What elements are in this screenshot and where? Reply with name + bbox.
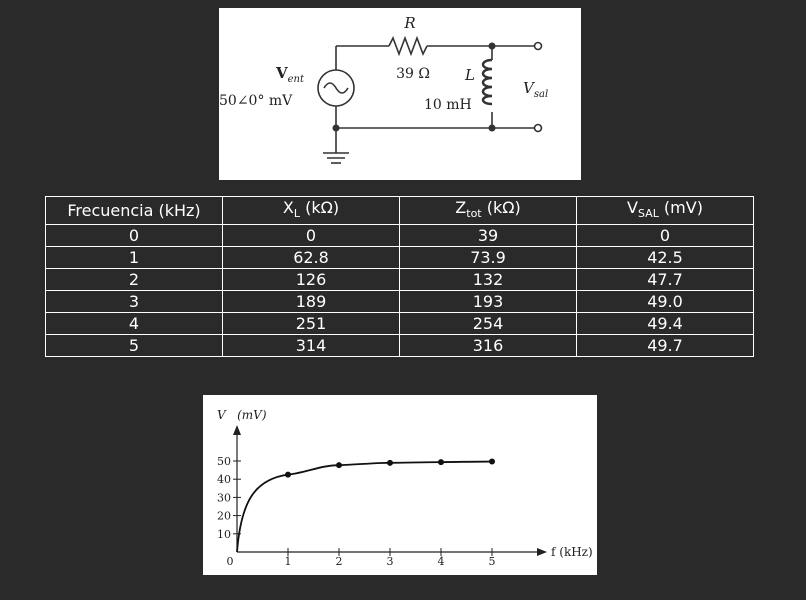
table-row: 5 314 316 49.7: [45, 334, 754, 358]
junction-dot-bottom-right: [488, 124, 496, 132]
x-tick-label: 5: [489, 555, 496, 568]
cell-frequency: 1: [45, 246, 223, 270]
frequency-response-table: Frecuencia (kHz) XL (kΩ) Ztot (kΩ) VSAL …: [45, 195, 754, 358]
output-label: Vsal: [523, 79, 548, 100]
response-graph: 0 1 2 3 4 5 10 20 30 40 50 V (mV) f (kHz…: [203, 395, 597, 575]
header-vsal: VSAL (mV): [576, 195, 754, 226]
y-axis-arrow-icon: [233, 425, 241, 435]
x-tick-label: 1: [285, 555, 292, 568]
cell-ztot: 254: [399, 312, 577, 336]
inductor-coil: [481, 58, 493, 106]
response-curve: [236, 460, 493, 553]
cell-frequency: 2: [45, 268, 223, 292]
cell-vsal: 49.0: [576, 290, 754, 314]
x-tick-label: 4: [438, 555, 445, 568]
cell-xl: 0: [222, 224, 400, 248]
cell-vsal: 49.4: [576, 312, 754, 336]
cell-vsal: 42.5: [576, 246, 754, 270]
table-row: 4 251 254 49.4: [45, 312, 754, 336]
cell-xl: 314: [222, 334, 400, 358]
sine-wave-icon: [323, 82, 349, 94]
x-axis-arrow-icon: [537, 548, 547, 556]
y-tick-label: 40: [217, 473, 231, 486]
data-point: [336, 462, 342, 469]
graph-svg: 0 1 2 3 4 5 10 20 30 40 50 V (mV) f (kHz…: [217, 408, 593, 568]
resistor-label: R: [403, 14, 415, 32]
y-tick-label: 50: [217, 455, 231, 468]
cell-xl: 189: [222, 290, 400, 314]
cell-frequency: 0: [45, 224, 223, 248]
y-tick-label: 20: [217, 510, 231, 523]
cell-xl: 251: [222, 312, 400, 336]
cell-ztot: 132: [399, 268, 577, 292]
header-xl: XL (kΩ): [222, 195, 400, 226]
x-tick-label: 2: [336, 555, 343, 568]
circuit-diagram: R 39 Ω Vent 50∠0° mV L 10 mH Vsal: [219, 8, 581, 180]
ac-source-symbol: [317, 69, 355, 107]
x-axis-label: f (kHz): [551, 545, 593, 559]
header-ztot: Ztot (kΩ): [399, 195, 577, 226]
cell-frequency: 4: [45, 312, 223, 336]
cell-ztot: 193: [399, 290, 577, 314]
header-frequency: Frecuencia (kHz): [45, 195, 223, 226]
data-point: [387, 459, 393, 466]
cell-vsal: 0: [576, 224, 754, 248]
x-tick-label: 0: [227, 555, 234, 568]
table-row: 0 0 39 0: [45, 224, 754, 248]
cell-ztot: 316: [399, 334, 577, 358]
cell-ztot: 73.9: [399, 246, 577, 270]
y-tick-label: 10: [217, 528, 231, 541]
resistor-symbol: [388, 35, 428, 57]
inductor-label: L: [464, 66, 475, 84]
table-header-row: Frecuencia (kHz) XL (kΩ) Ztot (kΩ) VSAL …: [45, 195, 754, 226]
cell-frequency: 5: [45, 334, 223, 358]
circuit-svg: R 39 Ω Vent 50∠0° mV L 10 mH Vsal: [219, 14, 548, 164]
x-tick-label: 3: [387, 555, 394, 568]
inductor-value: 10 mH: [424, 97, 472, 113]
junction-dot-bottom-left: [332, 124, 340, 132]
y-tick-label: 30: [217, 491, 231, 504]
output-terminal-top: [533, 41, 543, 51]
data-point: [285, 471, 291, 478]
cell-ztot: 39: [399, 224, 577, 248]
output-terminal-bottom: [533, 123, 543, 133]
table-row: 1 62.8 73.9 42.5: [45, 246, 754, 270]
table-row: 2 126 132 47.7: [45, 268, 754, 292]
resistor-value: 39 Ω: [396, 66, 430, 82]
source-value: 50∠0° mV: [219, 93, 293, 109]
y-axis-label: V (mV): [217, 408, 267, 422]
data-point: [438, 459, 444, 466]
cell-frequency: 3: [45, 290, 223, 314]
data-point: [489, 458, 495, 465]
cell-xl: 62.8: [222, 246, 400, 270]
table-row: 3 189 193 49.0: [45, 290, 754, 314]
junction-dot-top: [488, 42, 496, 50]
cell-xl: 126: [222, 268, 400, 292]
cell-vsal: 47.7: [576, 268, 754, 292]
cell-vsal: 49.7: [576, 334, 754, 358]
source-label: Vent: [275, 64, 305, 85]
